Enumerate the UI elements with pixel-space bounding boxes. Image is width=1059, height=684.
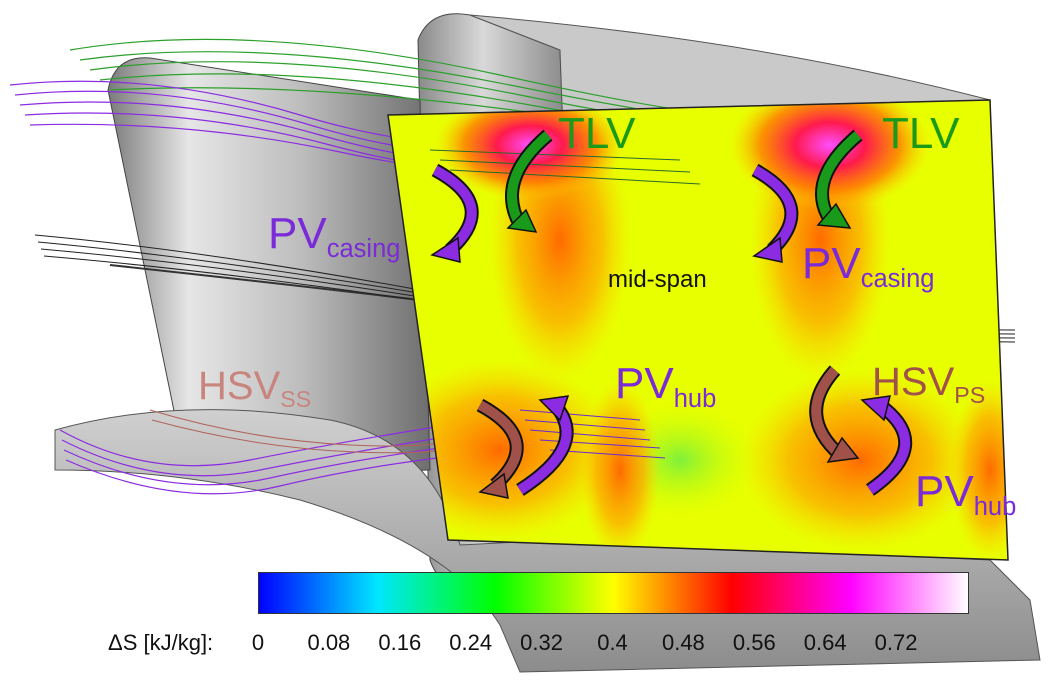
label-tlv-right: TLV: [882, 109, 960, 158]
arrow-hsv-ss: [476, 398, 524, 499]
label-mid-span: mid-span: [608, 266, 707, 293]
label-tlv-left: TLV: [558, 109, 636, 158]
colorbar-tick-label: 0.56: [732, 630, 776, 655]
label-hsv-ss: HSVSS: [198, 364, 311, 411]
label-pv-hub-left-main: PV: [615, 359, 674, 408]
colorbar-tick-label: 0.08: [307, 630, 351, 655]
colorbar-tick-label: 0.24: [449, 630, 493, 655]
label-hsv-ps-main: HSV: [872, 360, 955, 404]
label-pv-casing-left-sub: casing: [326, 234, 401, 263]
label-hsv-ss-sub: SS: [280, 386, 312, 413]
arrow-hsv-ps: [809, 365, 860, 463]
label-pv-casing-right: PVcasing: [802, 239, 934, 292]
label-pv-casing-right-sub: casing: [860, 264, 935, 293]
label-pv-hub-left-sub: hub: [673, 384, 717, 413]
colorbar-tick-label: 0.4: [597, 630, 628, 655]
colorbar-tick-label: 0.48: [661, 630, 705, 655]
colorbar-tick-label: 0.64: [803, 630, 847, 655]
plane-outline: [387, 99, 1009, 561]
entropy-colorbar: [258, 572, 969, 614]
label-pv-casing-left: PVcasing: [268, 209, 400, 262]
label-pv-hub-right: PVhub: [915, 467, 1016, 520]
streamlines-plane-overlay: [429, 149, 701, 459]
label-pv-casing-left-main: PV: [268, 209, 327, 258]
arrow-pv-hub-left: [516, 395, 574, 496]
arrow-pv-casing-left: [430, 163, 479, 263]
label-pv-hub-right-sub: hub: [973, 492, 1017, 521]
arrow-tlv-right: [815, 129, 863, 229]
label-hsv-ss-main: HSV: [198, 364, 281, 408]
label-pv-hub-left: PVhub: [615, 359, 716, 412]
colorbar-tick-label: 0.16: [378, 630, 422, 655]
colorbar-title: ΔS [kJ/kg]:: [108, 630, 214, 655]
label-pv-casing-right-main: PV: [802, 239, 861, 288]
arrow-pv-casing-right: [751, 163, 799, 263]
arrow-tlv-left: [505, 129, 553, 233]
colorbar-tick-label: 0.32: [520, 630, 564, 655]
arrow-pv-hub-right: [860, 395, 913, 496]
colorbar-tick-label: 0.72: [874, 630, 918, 655]
label-hsv-ps-sub: PS: [954, 382, 986, 409]
label-pv-hub-right-main: PV: [915, 467, 974, 516]
label-hsv-ps: HSVPS: [872, 360, 985, 407]
colorbar-tick-label: 0: [251, 630, 265, 655]
